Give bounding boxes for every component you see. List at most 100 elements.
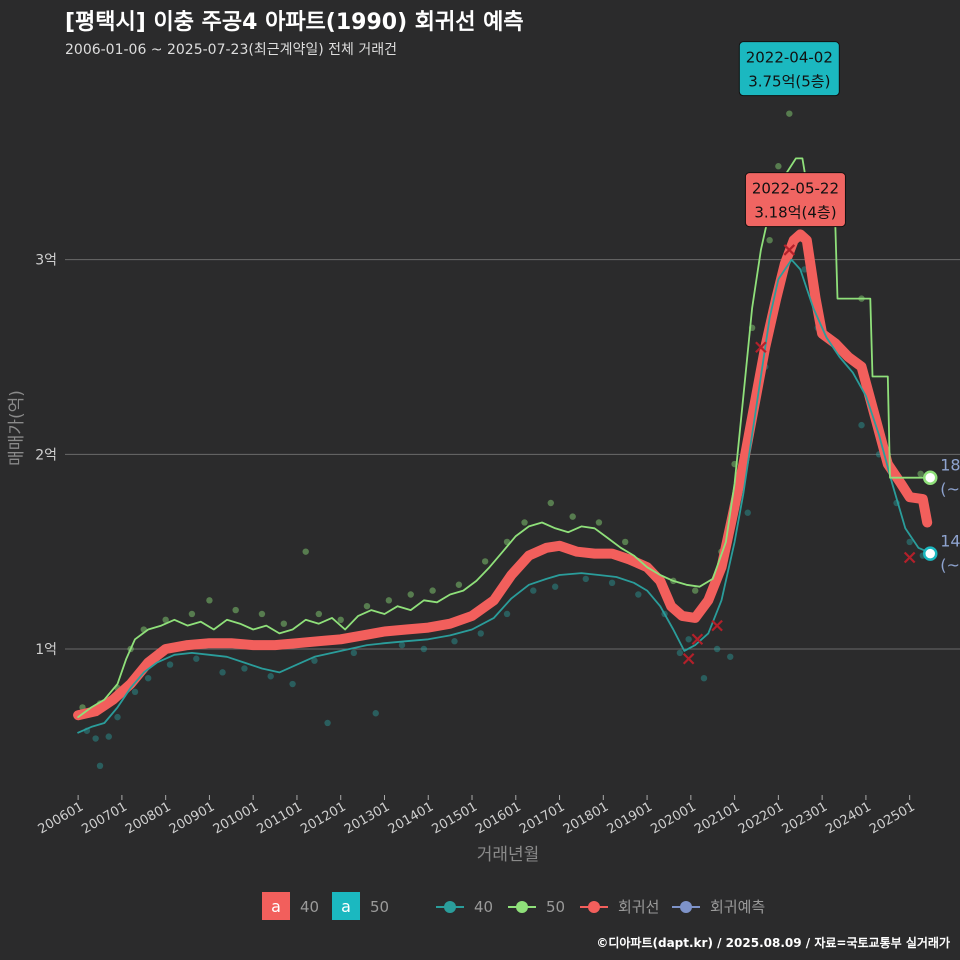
scatter-point-40 <box>727 653 734 660</box>
annotation-value: 3.75억(5층) <box>748 73 830 91</box>
y-axis: 1억 2억 3억 <box>35 253 57 658</box>
scatter-point-50 <box>232 606 239 614</box>
legend-dot-swatch <box>444 901 456 913</box>
scatter-point-50 <box>569 513 576 520</box>
scatter-point-40 <box>144 675 152 682</box>
end-point-40 <box>922 546 938 561</box>
scatter-point-50 <box>429 587 436 594</box>
forecast-mark <box>691 633 704 646</box>
legend-key-fill-50 <box>332 892 360 920</box>
scatter-point-50 <box>302 548 309 555</box>
scatter-point-50 <box>385 597 393 604</box>
forecast-mark <box>755 341 767 354</box>
legend-label-line: 회귀예측 <box>710 898 765 916</box>
series-line-40 <box>77 258 933 734</box>
series-line-regression <box>73 229 933 721</box>
forecast-marks <box>682 244 916 665</box>
end-labels: 18,833 (~50㎡) 14,940 (~40㎡) <box>922 456 960 575</box>
annotation-date: 2022-05-22 <box>752 180 839 198</box>
scatter-point-40 <box>713 645 721 653</box>
scatter-point-40 <box>166 661 174 668</box>
forecast-mark <box>682 652 695 665</box>
legend-key-fill-40 <box>262 892 290 920</box>
annotation-value: 3.18억(4층) <box>754 204 836 222</box>
scatter-point-50 <box>547 499 554 507</box>
scatter-point-40 <box>744 509 751 516</box>
legend-key-letter: a <box>271 897 281 916</box>
end-label-area: (~50㎡) <box>940 480 960 499</box>
scatter-point-50 <box>407 591 414 598</box>
scatter-point-40 <box>451 638 458 645</box>
legend-label-line: 40 <box>474 898 493 916</box>
scatter-point-40 <box>582 575 590 583</box>
footer-credit: ©디아파트(dapt.kr) / 2025.08.09 / 자료=국토교통부 실… <box>596 935 950 950</box>
scatter-point-40 <box>477 630 484 637</box>
y-tick-label: 2억 <box>35 447 57 463</box>
scatter-point-40 <box>114 713 121 721</box>
scatter-point-40 <box>551 583 559 590</box>
y-axis-title: 매매가(억) <box>7 390 27 466</box>
scatter-point-40 <box>219 669 226 676</box>
scatter-point-50 <box>363 602 371 610</box>
end-point-50 <box>922 470 938 485</box>
legend-label-fill-50: 50 <box>370 898 389 916</box>
legend-label-line: 50 <box>546 898 565 916</box>
scatter-point-40 <box>530 587 537 594</box>
annotation-label: 2022-05-22 3.18억(4층) <box>744 172 846 228</box>
scatter-point-40 <box>131 688 139 696</box>
scatter-point-50 <box>521 519 528 526</box>
scatter-point-40 <box>289 680 296 688</box>
scatter-point-40 <box>241 665 248 672</box>
scatter-point-50 <box>621 538 629 546</box>
legend: a 40 a 50 40 50 회귀선 회귀예측 <box>262 892 765 920</box>
annotations: 2022-04-02 3.75억(5층) 2022-05-22 3.18억(4층) <box>738 41 846 228</box>
scatter-point-50 <box>337 616 344 623</box>
scatter-point-50 <box>595 519 603 526</box>
scatter-point-40 <box>372 710 379 717</box>
end-label-value: 14,940 <box>940 532 960 551</box>
scatter-point-40 <box>324 719 331 727</box>
annotation-date: 2022-04-02 <box>746 49 833 67</box>
scatter-point-40 <box>398 641 406 649</box>
scatter-point-50 <box>775 163 782 170</box>
scatter-point-40 <box>635 591 642 598</box>
scatter-point-40 <box>105 733 112 740</box>
annotation-box <box>738 41 840 97</box>
end-label-area: (~40㎡) <box>940 556 960 575</box>
scatter-point-50 <box>692 587 699 594</box>
annotation-label: 2022-04-02 3.75억(5층) <box>738 41 840 97</box>
scatter-point-50 <box>258 610 266 618</box>
scatter-point-40 <box>96 762 104 769</box>
forecast-mark <box>711 619 723 632</box>
legend-dot-swatch <box>516 901 528 913</box>
chart-subtitle: 2006-01-06 ~ 2025-07-23(최근계약일) 전체 거래건 <box>65 42 397 58</box>
scatter-point-40 <box>420 645 428 653</box>
scatter-point-40 <box>350 649 358 657</box>
scatter-point-40 <box>676 649 684 657</box>
scatter-point-40 <box>193 655 200 662</box>
scatter-point-40 <box>858 421 865 429</box>
scatter-point-50 <box>206 597 213 604</box>
x-axis-title: 거래년월 <box>477 845 540 865</box>
annotation-box <box>744 172 846 228</box>
scatter-point-50 <box>315 610 323 618</box>
scatter-point-50 <box>786 110 793 117</box>
scatter-point-40 <box>700 675 708 682</box>
legend-dot-swatch <box>680 901 692 913</box>
legend-key-letter: a <box>341 897 351 916</box>
scatter-point-40 <box>267 673 274 680</box>
scatter-point-50 <box>455 581 463 588</box>
y-tick-label: 3억 <box>35 253 57 269</box>
scatter-point-40 <box>311 657 318 664</box>
scatter-point-40 <box>503 610 511 618</box>
scatter-point-50 <box>917 470 924 477</box>
scatter-point-40 <box>685 636 692 643</box>
end-label-value: 18,833 <box>940 456 960 475</box>
scatter-point-40 <box>608 579 616 587</box>
scatter-point-50 <box>280 620 288 627</box>
forecast-mark <box>783 244 796 256</box>
forecast-mark <box>903 551 916 564</box>
scatter-point-50 <box>162 616 169 623</box>
